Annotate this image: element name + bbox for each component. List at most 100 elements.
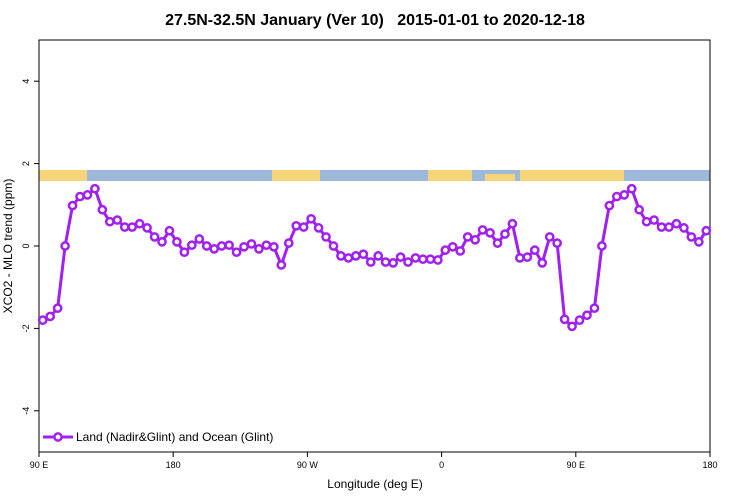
data-point xyxy=(231,247,242,258)
data-point xyxy=(216,241,227,251)
data-point xyxy=(201,241,212,251)
data-point xyxy=(559,314,570,325)
data-point xyxy=(693,237,704,247)
y-tick-label: 2 xyxy=(21,161,31,166)
data-point xyxy=(306,213,316,224)
data-point xyxy=(500,229,510,239)
data-point xyxy=(52,303,63,314)
data-point xyxy=(552,238,563,248)
data-point xyxy=(634,204,645,215)
data-point xyxy=(529,245,540,255)
data-point xyxy=(611,191,622,202)
data-point xyxy=(395,252,406,262)
data-point xyxy=(45,311,56,322)
data-point xyxy=(515,253,525,263)
data-point xyxy=(380,257,391,267)
data-point xyxy=(433,255,443,265)
data-point xyxy=(239,241,249,252)
data-point xyxy=(351,251,361,261)
data-point xyxy=(209,244,220,254)
data-point xyxy=(522,252,533,262)
data-point xyxy=(477,225,488,235)
data-point xyxy=(649,215,659,225)
data-point xyxy=(321,232,331,242)
land-band xyxy=(485,174,515,181)
x-tick-label: 90 E xyxy=(567,460,586,470)
surface-strip xyxy=(39,170,710,181)
data-point xyxy=(544,232,555,242)
x-tick-label: 90 W xyxy=(297,460,319,470)
data-point xyxy=(664,222,674,232)
data-point xyxy=(537,258,548,268)
data-point xyxy=(358,249,369,260)
data-point xyxy=(567,321,577,332)
land-band xyxy=(520,170,624,181)
legend-marker xyxy=(53,432,63,442)
data-point xyxy=(447,241,458,252)
data-point xyxy=(134,218,145,229)
land-band xyxy=(428,170,472,181)
data-point xyxy=(373,251,384,261)
data-point xyxy=(97,204,108,215)
data-point xyxy=(224,240,234,251)
data-point xyxy=(656,222,667,232)
x-tick-label: 180 xyxy=(702,460,717,470)
data-point xyxy=(597,241,607,251)
x-tick-label: 180 xyxy=(166,460,181,470)
data-point xyxy=(619,190,630,200)
data-point xyxy=(261,240,272,251)
data-point xyxy=(246,239,257,249)
data-point xyxy=(403,257,413,267)
data-point xyxy=(641,216,652,227)
data-point xyxy=(119,222,130,232)
y-tick-label: 4 xyxy=(21,79,31,84)
data-point xyxy=(626,183,637,194)
data-point xyxy=(365,257,376,267)
data-point xyxy=(186,240,197,251)
data-point xyxy=(254,244,264,254)
data-point xyxy=(686,232,697,242)
data-point xyxy=(492,238,503,248)
data-point xyxy=(455,246,466,256)
y-tick-label: -4 xyxy=(21,407,31,415)
y-tick-label: 0 xyxy=(21,243,31,248)
x-axis-title: Longitude (deg E) xyxy=(327,477,422,491)
data-point xyxy=(425,254,436,265)
x-tick-label: 90 E xyxy=(30,460,49,470)
data-point xyxy=(37,315,48,326)
data-point xyxy=(485,227,495,238)
data-point xyxy=(440,245,451,255)
data-point xyxy=(671,218,682,229)
data-point xyxy=(179,247,190,258)
data-point xyxy=(75,191,85,202)
data-point xyxy=(194,234,205,244)
data-point xyxy=(507,218,518,229)
data-point xyxy=(149,232,160,242)
y-tick-label: -2 xyxy=(21,324,31,332)
data-point xyxy=(142,223,152,233)
data-point xyxy=(343,253,354,263)
data-point xyxy=(90,183,100,194)
data-point xyxy=(60,241,70,251)
data-point xyxy=(336,251,346,261)
data-point xyxy=(313,223,324,233)
legend-label: Land (Nadir&Glint) and Ocean (Glint) xyxy=(76,430,273,444)
ocean-band xyxy=(39,170,710,181)
chart-title: 27.5N-32.5N January (Ver 10) 2015-01-01 … xyxy=(165,12,585,29)
data-point xyxy=(701,225,712,236)
data-point xyxy=(298,222,309,232)
data-point xyxy=(574,315,585,326)
data-point xyxy=(410,253,421,263)
data-point xyxy=(291,220,302,231)
data-point xyxy=(269,241,279,252)
data-point xyxy=(418,254,428,265)
data-point xyxy=(112,215,123,225)
data-point xyxy=(172,237,182,247)
y-axis-title: XCO2 - MLO trend (ppm) xyxy=(1,179,15,314)
data-point xyxy=(679,223,689,233)
data-point xyxy=(276,260,287,270)
data-point xyxy=(582,310,592,321)
data-point xyxy=(82,190,93,200)
plot-frame xyxy=(38,39,711,453)
